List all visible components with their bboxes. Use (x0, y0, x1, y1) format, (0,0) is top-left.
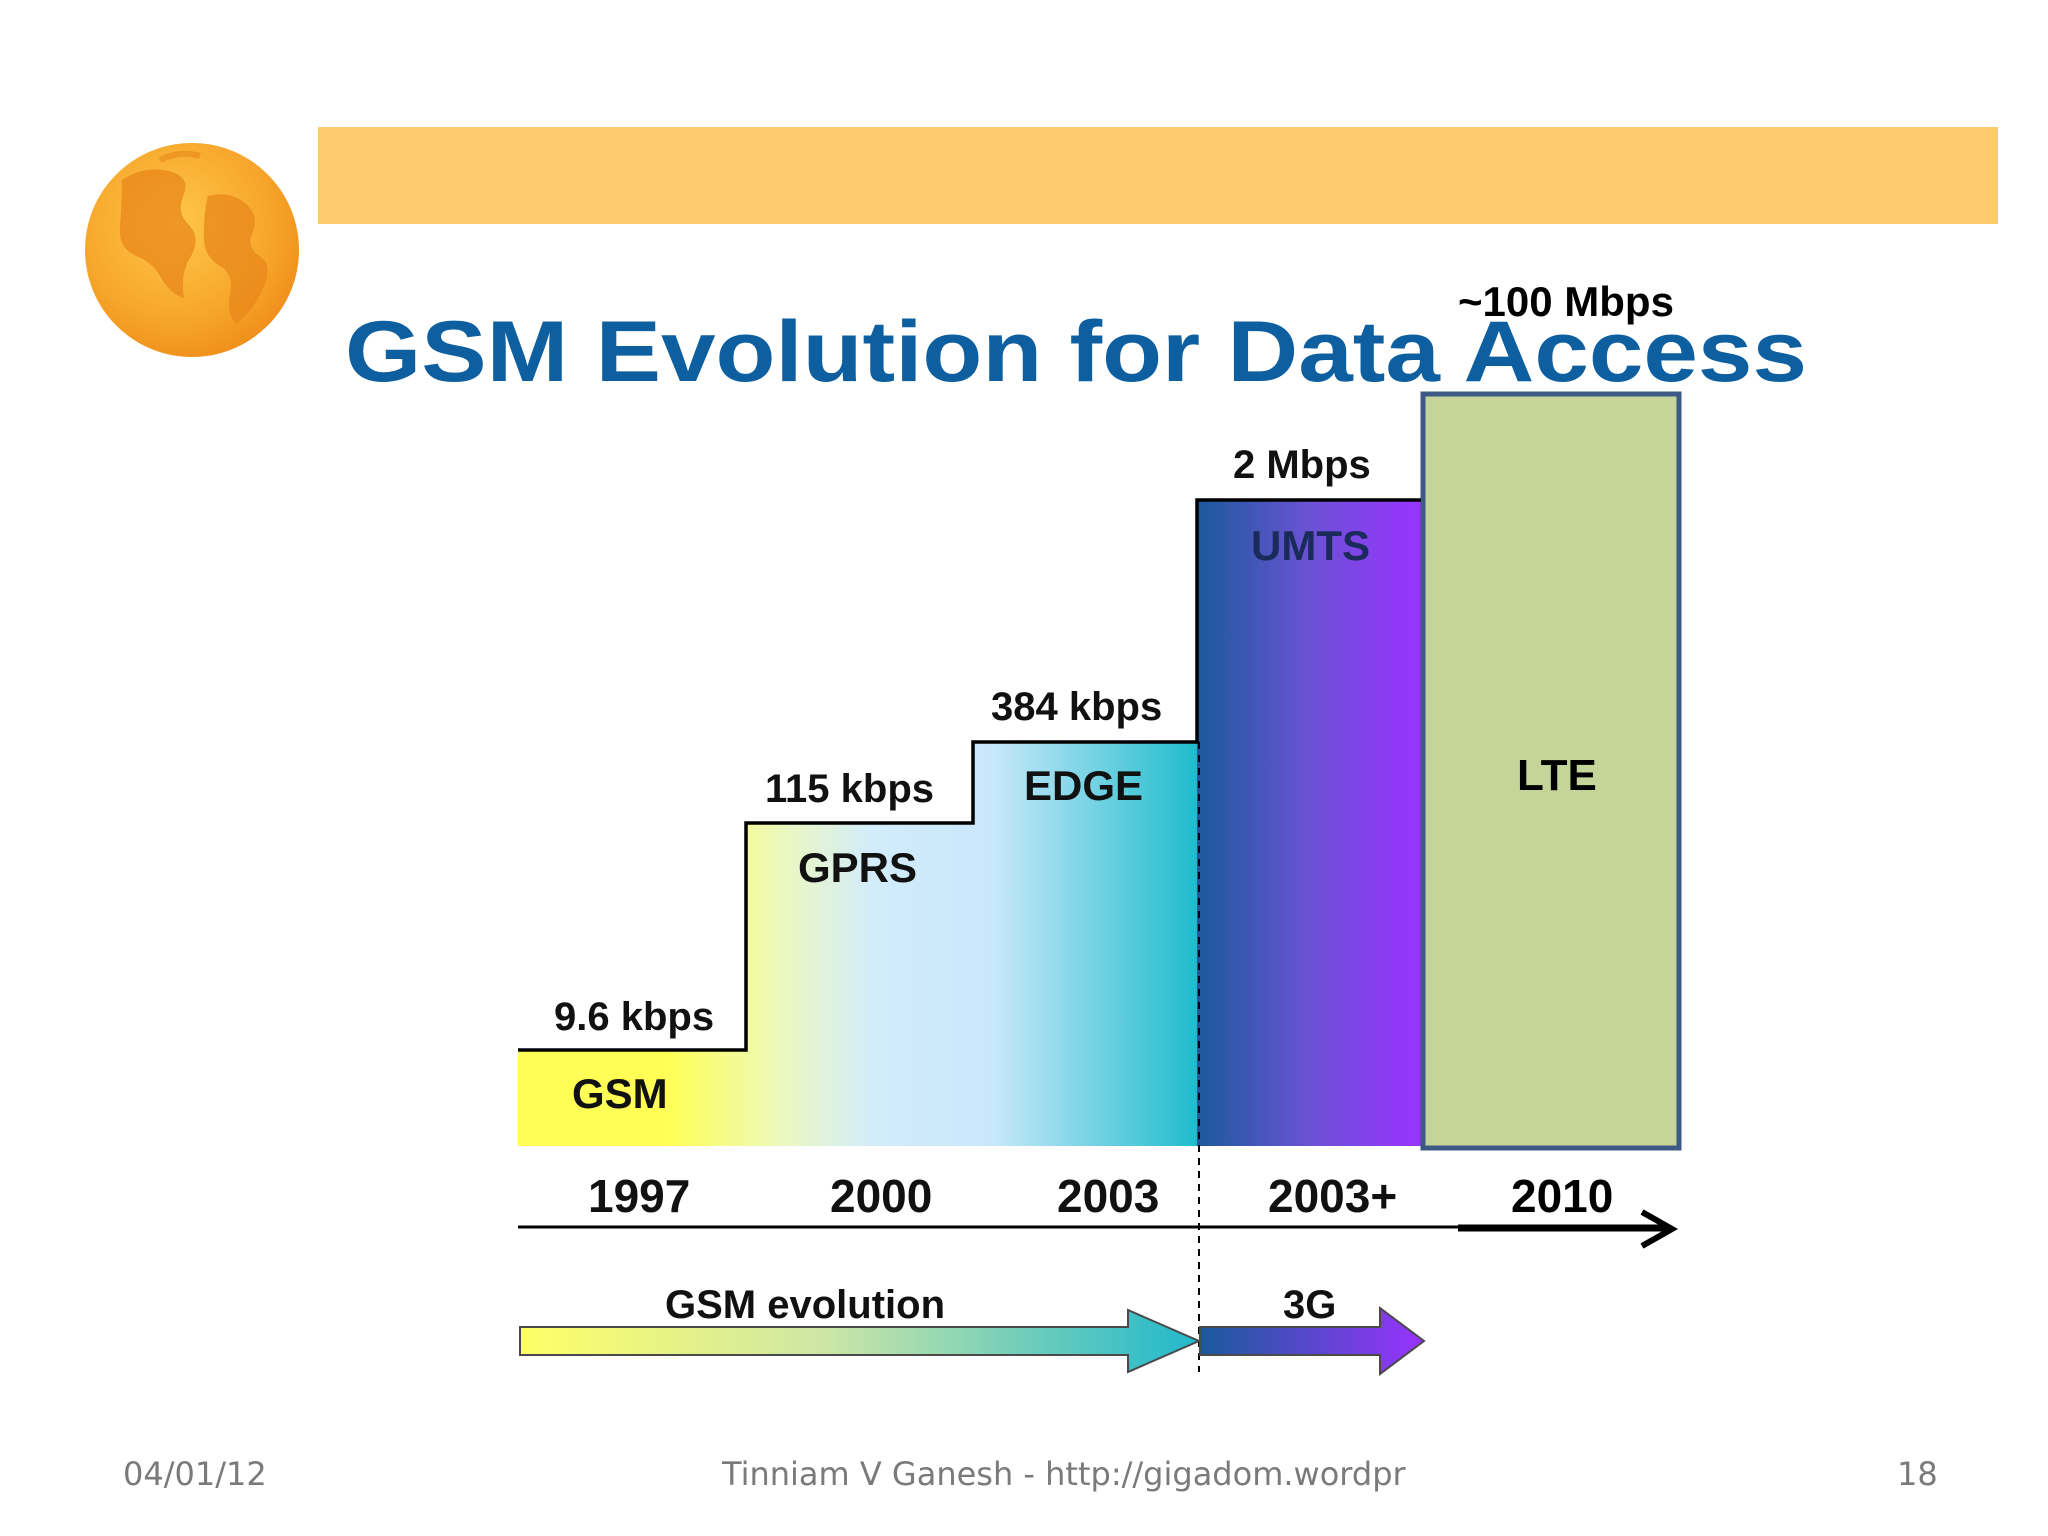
header-banner (250, 127, 1998, 224)
footer-page-number: 18 (1897, 1455, 1938, 1493)
timeline-arrowhead-icon (1640, 1209, 1679, 1249)
gsm-evolution-area (518, 742, 1197, 1146)
lte-rate-label: ~100 Mbps (1458, 278, 1674, 325)
year-2003: 2003 (1057, 1170, 1159, 1222)
footer-date: 04/01/12 (123, 1455, 267, 1493)
gprs-rate-label: 115 kbps (765, 767, 934, 811)
year-2003-plus: 2003+ (1268, 1170, 1397, 1222)
gsm-label: GSM (572, 1070, 668, 1117)
slide-title: GSM Evolution for Data Access (345, 304, 1807, 400)
year-1997: 1997 (588, 1170, 690, 1222)
three-g-label: 3G (1283, 1283, 1336, 1327)
footer-author: Tinniam V Ganesh - http://gigadom.wordpr (722, 1455, 1406, 1493)
edge-rate-label: 384 kbps (991, 685, 1162, 729)
umts-area (1197, 500, 1421, 1146)
edge-label: EDGE (1024, 762, 1143, 809)
gsm-rate-label: 9.6 kbps (554, 995, 714, 1039)
globe-icon (64, 122, 320, 378)
umts-label: UMTS (1251, 522, 1370, 569)
umts-rate-label: 2 Mbps (1233, 443, 1371, 487)
gsm-evolution-arrow (519, 1308, 1202, 1374)
three-g-arrow (1199, 1306, 1426, 1376)
lte-label: LTE (1517, 751, 1597, 800)
staircase-outline (518, 498, 1421, 1052)
lte-box (1420, 391, 1682, 1151)
gprs-label: GPRS (798, 844, 917, 891)
gsm-evolution-label: GSM evolution (665, 1283, 945, 1327)
year-2000: 2000 (830, 1170, 932, 1222)
year-2010: 2010 (1511, 1170, 1613, 1222)
